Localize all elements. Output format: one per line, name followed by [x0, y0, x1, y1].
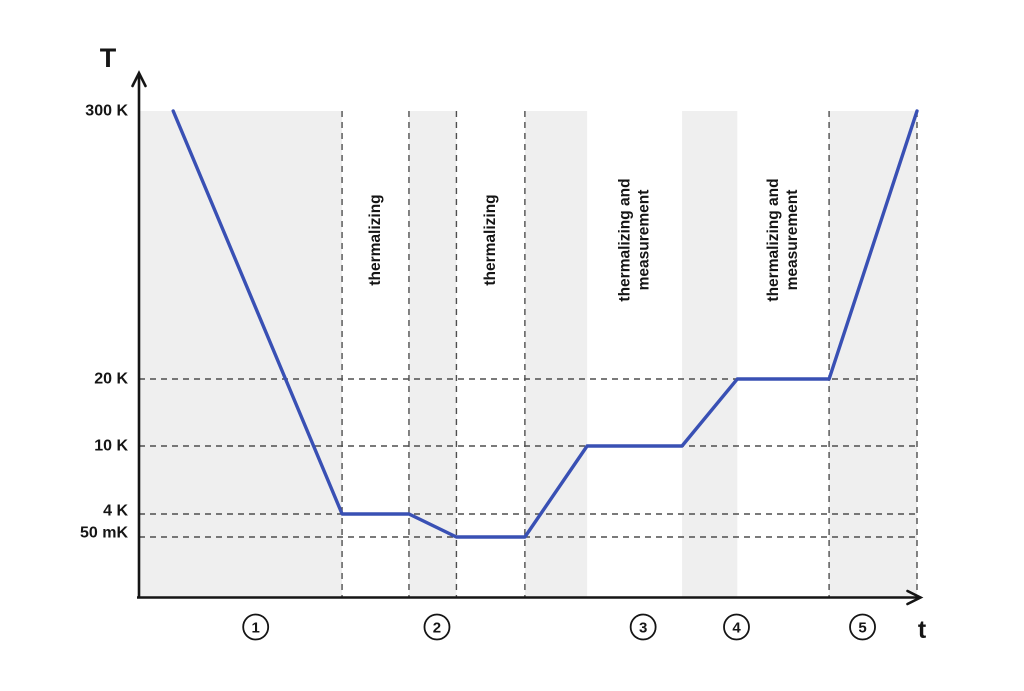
phase-marker: 2 — [423, 613, 451, 641]
x-axis-title: t — [918, 616, 927, 644]
phase-marker-circle — [242, 613, 270, 641]
y-tick-label: 4 K — [103, 503, 128, 520]
band-label: thermalizing and measurement — [617, 178, 653, 301]
phase-marker: 3 — [629, 613, 657, 641]
band-label-line: thermalizing — [482, 194, 499, 285]
band-label-line: thermalizing and — [765, 178, 782, 301]
y-tick-label: 10 K — [94, 438, 128, 455]
phase-marker: 4 — [723, 613, 750, 641]
y-tick-labels-layer: 300 K 20 K 10 K 4 K 50 mK — [80, 103, 128, 542]
band-label: thermalizing and measurement — [765, 178, 801, 301]
phase-marker-circle — [629, 613, 657, 641]
shaded-band — [524, 111, 588, 597]
band-label-line: thermalizing and — [617, 178, 634, 301]
shaded-band — [139, 111, 343, 597]
y-axis-arrow-icon — [131, 70, 147, 88]
phase-marker-number: 2 — [433, 620, 441, 637]
temperature-curve-layer — [171, 109, 919, 539]
y-tick-label: 50 mK — [80, 525, 128, 542]
temperature-curve-line — [171, 109, 919, 539]
shaded-bands-layer — [139, 111, 917, 597]
band-label-line: measurement — [636, 190, 653, 291]
shaded-band — [829, 111, 917, 597]
x-axis-arrow-icon — [906, 589, 924, 606]
phase-marker-number: 3 — [639, 620, 647, 637]
y-tick-label: 300 K — [85, 103, 128, 120]
shaded-band — [682, 111, 738, 597]
phase-marker: 1 — [242, 613, 270, 641]
phase-marker-circle — [723, 613, 750, 641]
band-label: thermalizing — [482, 194, 499, 285]
phase-marker-number: 4 — [732, 620, 741, 637]
band-label: thermalizing — [367, 194, 384, 285]
y-tick-label: 20 K — [94, 371, 128, 388]
phase-marker-circle — [849, 613, 876, 641]
gridlines-layer — [139, 111, 918, 597]
band-label-line: thermalizing — [367, 194, 384, 285]
phase-marker-number: 1 — [252, 620, 260, 637]
phase-marker: 5 — [849, 613, 876, 641]
phase-marker-number: 5 — [858, 620, 866, 637]
band-label-line: measurement — [784, 190, 801, 291]
band-labels-layer: thermalizing thermalizing thermalizing and… — [367, 178, 801, 301]
axes-layer: T t — [100, 43, 927, 644]
phase-marker-circle — [423, 613, 451, 641]
y-axis-title: T — [100, 43, 117, 73]
phase-markers-layer: 1 2 3 4 5 — [242, 613, 876, 641]
